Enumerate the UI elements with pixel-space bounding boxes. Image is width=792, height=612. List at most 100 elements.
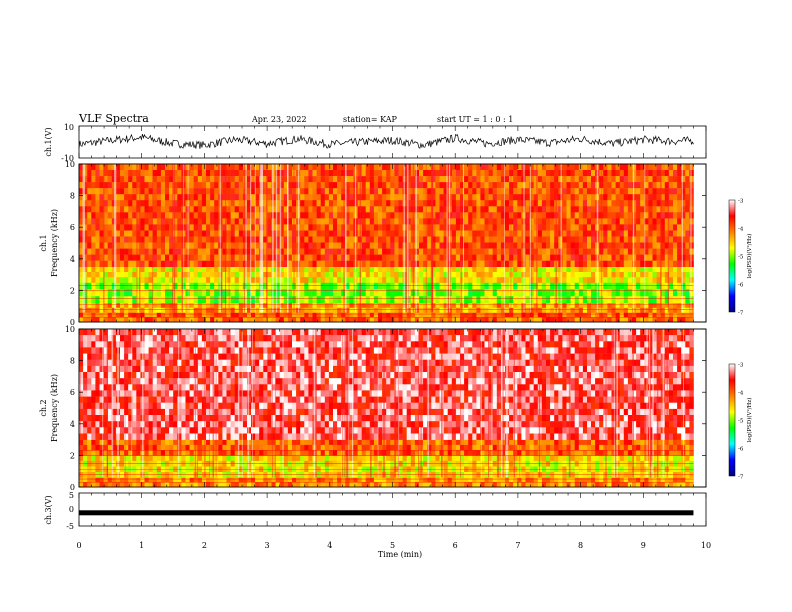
spectrogram-cell [607, 307, 612, 313]
spectrogram-cell [300, 242, 305, 249]
spectrogram-cell [611, 272, 616, 278]
spectrogram-cell [472, 307, 477, 313]
spectrogram-cell [83, 317, 88, 323]
spectrogram-cell [423, 277, 428, 283]
spectrogram-cell [165, 236, 170, 243]
spectrogram-cell [660, 260, 666, 267]
spectrogram-cell [222, 266, 227, 273]
spectrogram-cell [480, 248, 485, 255]
spectrogram-cell [541, 455, 547, 462]
spectrogram-cell [361, 296, 367, 304]
spectrogram-cell [656, 248, 661, 255]
spectrogram-cell [124, 307, 129, 313]
spectrogram-cell [337, 182, 342, 189]
spectrogram-cell [136, 460, 141, 467]
spectrogram-cell [234, 170, 240, 177]
spectrogram-cell [574, 460, 580, 467]
spectrogram-cell [128, 260, 133, 267]
spectrogram-cell [222, 170, 227, 177]
spectrogram-cell [558, 254, 563, 261]
spectrogram-cell [287, 230, 293, 237]
spectrogram-cell [128, 460, 133, 467]
spectrogram-cell [242, 182, 248, 189]
spectrogram-cell [517, 236, 522, 243]
spectrogram-cell [120, 296, 125, 304]
spectrogram-cell [263, 307, 268, 313]
spectrogram-cell [677, 303, 682, 308]
spectrogram-cell [591, 260, 596, 267]
spectrogram-cell [439, 188, 444, 195]
spectrogram-cell [525, 164, 530, 171]
spectrogram-cell [509, 455, 514, 462]
spectrogram-cell [279, 307, 285, 313]
spectrogram-cell [517, 272, 522, 278]
spectrogram-cell [169, 164, 174, 171]
spectrogram-cell [308, 482, 313, 488]
spectrogram-cell [242, 482, 248, 488]
spectrogram-cell [587, 477, 592, 483]
spectrogram-cell [238, 224, 244, 231]
spectrogram-cell [275, 206, 280, 213]
spectrogram-cell [443, 254, 448, 261]
spectrogram-cell [128, 236, 133, 243]
spectrogram-cell [484, 282, 489, 290]
spectrogram-cell [316, 289, 321, 297]
spectrogram-cell [279, 482, 285, 488]
spectrogram-cell [279, 170, 285, 177]
spectrogram-cell [328, 312, 334, 318]
spectrogram-cell [87, 296, 92, 304]
spectrogram-cell [107, 182, 113, 189]
spectrogram-cell [107, 477, 113, 483]
spectrogram-cell [410, 317, 416, 323]
spectrogram-cell [99, 230, 104, 237]
spectrogram-cell [578, 182, 584, 189]
spectrogram-cell [591, 182, 596, 189]
spectrogram-cell [328, 170, 334, 177]
spectrogram-cell [607, 289, 612, 297]
spectrogram-cell [677, 248, 682, 255]
spectrogram-cell [267, 176, 272, 183]
spectrogram-cell [91, 218, 96, 225]
spectrogram-cell [378, 266, 383, 273]
spectrogram-cell [640, 206, 645, 213]
spectrogram-cell [587, 182, 592, 189]
spectrogram-cell [386, 182, 391, 189]
spectrogram-cell [173, 260, 178, 267]
spectrogram-cell [582, 254, 588, 261]
spectrogram-cell [382, 260, 387, 267]
spectrogram-cell [222, 307, 227, 313]
spectrogram-cell [578, 254, 584, 261]
spectrogram-cell [275, 188, 280, 195]
spectrogram-cell [636, 307, 641, 313]
spectrogram-cell [201, 212, 207, 219]
spectrogram-cell [242, 266, 248, 273]
spectrogram-cell [201, 312, 207, 318]
spectrogram-cell [480, 236, 485, 243]
spectrogram-cell [287, 182, 293, 189]
spectrogram-cell [550, 260, 555, 267]
spectrogram-cell [615, 266, 620, 273]
spectrogram-cell [107, 266, 113, 273]
spectrogram-cell [431, 477, 436, 483]
spectrogram-cell [320, 176, 326, 183]
spectrogram-cell [566, 482, 571, 488]
spectrogram-cell [328, 212, 334, 219]
spectrogram-cell [333, 317, 338, 323]
spectrogram-cell [468, 317, 473, 323]
sferic-streak [660, 164, 662, 313]
spectrogram-cell [431, 317, 436, 323]
spectrogram-cell [320, 164, 326, 171]
spectrogram-cell [349, 312, 354, 318]
spectrogram-cell [582, 277, 588, 283]
spectrogram-cell [287, 260, 293, 267]
spectrogram-cell [173, 455, 178, 462]
spectrogram-cell [95, 307, 100, 313]
spectrogram-cell [177, 282, 182, 290]
spectrogram-cell [578, 289, 584, 297]
spectrogram-cell [382, 164, 387, 171]
spectrogram-cell [177, 230, 182, 237]
spectrogram-cell [546, 477, 551, 483]
spectrogram-cell [320, 260, 326, 267]
spectrogram-cell [460, 170, 465, 177]
spectrogram-cell [443, 194, 448, 201]
